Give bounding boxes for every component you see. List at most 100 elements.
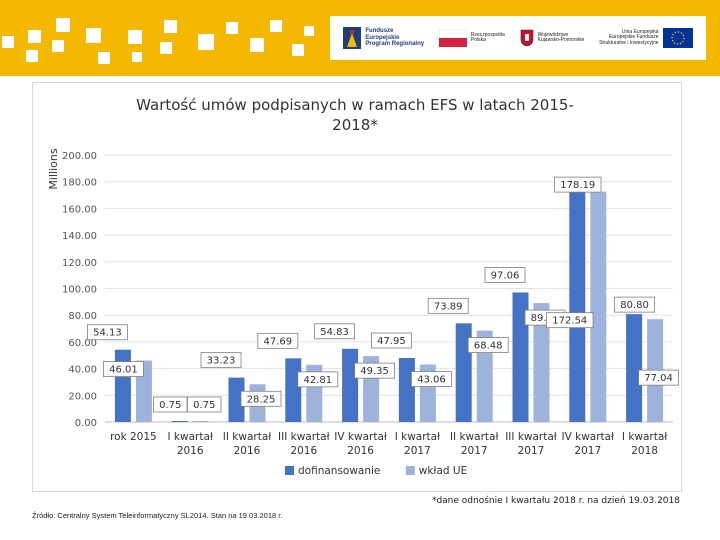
x-tick-label: IV kwartał (334, 431, 387, 443)
bar-dofinansowanie (171, 420, 188, 422)
decor-square (292, 44, 304, 56)
data-label-box (484, 267, 526, 283)
data-label: 172.54 (552, 316, 587, 327)
data-label-box (87, 324, 128, 341)
logo-strip: Fundusze Europejskie Program Regionalny … (330, 16, 706, 60)
data-label: 46.01 (109, 365, 138, 376)
data-label-box (257, 332, 299, 349)
header-bar: Fundusze Europejskie Program Regionalny … (0, 0, 720, 76)
data-label: 77.04 (644, 373, 673, 384)
x-tick-label: rok 2015 (110, 431, 157, 443)
x-tick-label: 2017 (574, 445, 601, 457)
x-tick-label: I kwartał (622, 431, 667, 443)
bar-dofinansowanie (398, 357, 415, 422)
decor-square (226, 22, 238, 34)
decor-square (2, 36, 14, 48)
data-label-box (614, 296, 655, 313)
legend-swatch (405, 466, 415, 475)
legend-label: dofinansowanie (298, 465, 380, 477)
data-label: 73.89 (434, 301, 463, 312)
data-label: 43.06 (417, 375, 446, 386)
x-tick-label: IV kwartał (562, 431, 615, 443)
chart-frame: Wartość umów podpisanych w ramach EFS w … (32, 82, 682, 492)
y-tick-label: 100.00 (62, 285, 97, 296)
logo-unia-europejska: Unia Europejska Europejskie Fundusze Str… (599, 28, 693, 48)
data-label: 0.75 (159, 400, 181, 411)
data-label-box (200, 352, 242, 369)
y-tick-label: 60.00 (68, 338, 97, 349)
x-tick-label: 2016 (177, 445, 204, 457)
y-tick-label: 140.00 (62, 231, 97, 242)
x-tick-label: 2017 (404, 445, 431, 457)
decor-square (56, 18, 70, 32)
data-label-box (240, 390, 282, 407)
bar-dofinansowanie (569, 184, 586, 422)
bar-wklad-ue (476, 330, 493, 422)
bar-dofinansowanie (228, 377, 245, 422)
data-label-box (354, 362, 396, 379)
logo-text: Rzeczpospolita Polska (470, 31, 505, 43)
bar-dofinansowanie (626, 314, 643, 422)
y-tick-label: 200.00 (62, 151, 97, 162)
bar-wklad-ue (590, 191, 607, 422)
data-label: 42.81 (303, 375, 332, 386)
bar-dofinansowanie (114, 349, 131, 422)
decor-square (86, 28, 101, 43)
data-label-box (370, 332, 412, 349)
x-tick-label: I kwartał (395, 431, 440, 443)
x-tick-label: III kwartał (278, 431, 330, 443)
bar-wklad-ue (192, 420, 209, 422)
data-label: 178.19 (560, 180, 595, 191)
logo-wojewodztwo: Województwo Kujawsko-Pomorskie (520, 29, 585, 47)
data-label: 47.95 (377, 336, 406, 347)
x-tick-label: 2016 (290, 445, 317, 457)
data-label-box (638, 369, 679, 386)
data-label: 47.69 (263, 336, 292, 347)
logo-text: Fundusze Europejskie Program Regionalny (365, 28, 425, 48)
data-label: 33.23 (207, 356, 236, 367)
bar-dofinansowanie (285, 358, 302, 422)
y-axis-label: Millions (47, 148, 60, 189)
y-tick-label: 120.00 (62, 258, 97, 269)
bar-wklad-ue (533, 303, 550, 422)
data-label-box (427, 297, 469, 314)
decor-square (198, 34, 214, 50)
decor-square (128, 30, 142, 44)
data-label: 28.25 (247, 394, 276, 405)
decor-square (52, 40, 64, 52)
data-label: 68.48 (474, 341, 503, 352)
data-label-box (186, 396, 222, 413)
bar-dofinansowanie (342, 348, 359, 422)
x-tick-label: I kwartał (168, 431, 213, 443)
chart-title-line: Wartość umów podpisanych w ramach EFS w … (136, 96, 574, 114)
data-label: 89.06 (531, 313, 560, 324)
polish-flag-icon (438, 29, 467, 47)
y-tick-label: 80.00 (68, 311, 97, 322)
footnote: *dane odnośnie I kwartału 2018 r. na dzi… (431, 496, 680, 506)
data-label: 49.35 (360, 366, 389, 377)
y-tick-label: 180.00 (62, 178, 97, 189)
data-label-box (410, 371, 452, 387)
logo-text: Unia Europejska Europejskie Fundusze Str… (599, 28, 659, 46)
x-tick-label: 2017 (461, 445, 488, 457)
eu-flag-icon (662, 28, 693, 48)
source-note: Źródło: Centralny System Teleinformatycz… (32, 511, 283, 520)
decor-square (98, 52, 110, 64)
y-tick-label: 20.00 (68, 391, 97, 402)
decor-square (26, 50, 38, 62)
y-tick-label: 0.00 (75, 418, 97, 429)
bar-dofinansowanie (455, 323, 472, 422)
data-label: 97.06 (491, 270, 520, 281)
chart-title-line: 2018* (332, 116, 378, 134)
x-tick-label: II kwartał (223, 431, 272, 443)
data-label-box (297, 371, 339, 388)
coat-of-arms-icon (520, 29, 533, 47)
data-label: 0.75 (193, 400, 215, 411)
logo-rzeczpospolita-polska: Rzeczpospolita Polska (438, 29, 505, 47)
logo-text: Województwo Kujawsko-Pomorskie (537, 31, 585, 43)
bar-dofinansowanie (512, 292, 529, 422)
data-label-box (554, 176, 602, 193)
data-label: 54.13 (93, 328, 122, 339)
y-tick-label: 160.00 (62, 204, 97, 215)
x-tick-label: 2016 (347, 445, 374, 457)
